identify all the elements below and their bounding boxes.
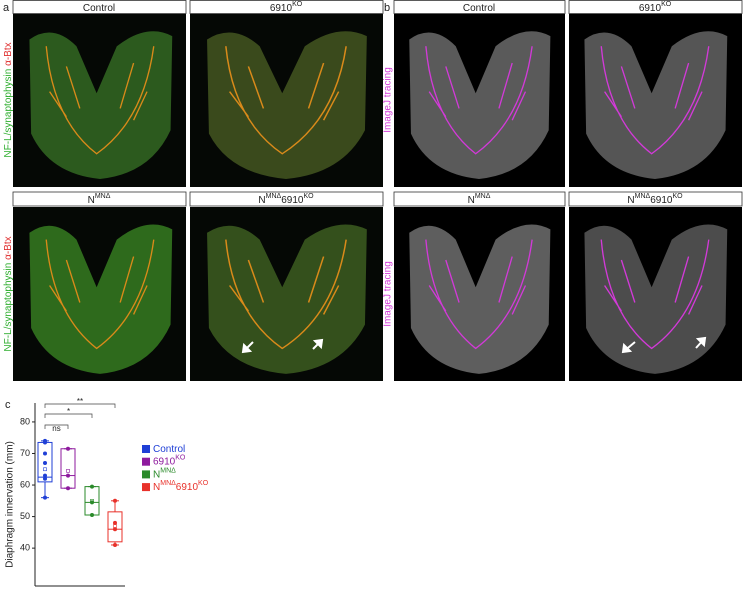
header-box: [189, 0, 384, 14]
arrows: [241, 336, 707, 354]
side-label: NF-L/synaptophysin α-Btx: [3, 42, 14, 157]
box: [107, 511, 123, 543]
row-title: NMNΔ6910KO: [627, 193, 683, 205]
legend-swatch: [142, 483, 150, 492]
data-point: [66, 473, 70, 478]
box: [60, 448, 76, 489]
y-tick-label: 70: [20, 448, 30, 458]
panel-label: b: [384, 2, 390, 14]
text-part: 6910: [153, 456, 176, 467]
row-title: NMNΔ6910KO: [258, 193, 314, 205]
significance-label: *: [67, 407, 70, 416]
header-box: [189, 191, 384, 207]
superscript: KO: [198, 480, 209, 487]
text-part: 6910: [639, 3, 662, 14]
panel-label: a: [3, 2, 10, 14]
text-part: 6910: [650, 195, 673, 206]
superscript: MNΔ: [475, 193, 491, 200]
text-part: 6910: [270, 3, 293, 14]
legend-swatch: [142, 445, 150, 453]
legend-swatch: [142, 470, 150, 479]
significance-bracket: [44, 424, 69, 429]
data-point: [66, 486, 70, 491]
data-point: [43, 476, 47, 481]
box-chart: 40 50 60 70 80 Diaphragm innervation (mm) Cont…: [5, 397, 209, 587]
superscript: KO: [672, 193, 683, 200]
superscript: MNΔ: [160, 468, 176, 475]
data-point: [90, 513, 94, 518]
legend-swatch: [142, 457, 150, 466]
header-box: [12, 191, 187, 207]
text-part: N: [627, 195, 634, 206]
superscript: MNΔ: [635, 193, 651, 200]
superscript: KO: [303, 193, 314, 200]
superscript: KO: [292, 1, 303, 8]
data-point: [113, 520, 117, 525]
micrograph-panels: [12, 0, 743, 381]
panel-label: c: [5, 399, 11, 411]
y-axis-label: Diaphragm innervation (mm): [5, 441, 16, 568]
data-point: [66, 446, 70, 451]
text-part: Control: [463, 3, 495, 14]
data-point: [113, 527, 117, 532]
text-part: N: [153, 482, 160, 493]
superscript: KO: [661, 1, 672, 8]
side-label: ImageJ tracing: [383, 261, 394, 327]
data-point: [90, 484, 94, 489]
header-box: [393, 191, 566, 207]
column-title: 6910KO: [270, 1, 303, 13]
legend-label: 6910KO: [153, 455, 186, 467]
text-part: Control: [153, 444, 185, 455]
side-label: ImageJ tracing: [383, 67, 394, 133]
legend-label: NMNΔ6910KO: [153, 480, 209, 492]
y-tick-label: 40: [20, 543, 30, 553]
y-tick-label: 50: [20, 511, 30, 521]
row-title: NMNΔ: [468, 193, 491, 205]
data-point: [43, 460, 47, 465]
significance-label: **: [77, 397, 83, 406]
column-title: Control: [83, 3, 115, 14]
data-point: [113, 542, 117, 547]
data-point: [113, 498, 117, 503]
header-box: [12, 0, 187, 14]
data-point: [43, 440, 47, 445]
text-part: 6910: [176, 482, 199, 493]
side-label: NF-L/synaptophysin α-Btx: [3, 236, 14, 351]
mean: [113, 524, 117, 528]
significance-bracket: [44, 413, 93, 418]
side-label-red: α-Btx: [3, 236, 14, 262]
header-box: [568, 191, 743, 207]
text-part: N: [88, 195, 95, 206]
column-title: 6910KO: [639, 1, 672, 13]
data-point: [90, 500, 94, 505]
superscript: KO: [175, 455, 186, 462]
mean: [43, 467, 47, 472]
data-point: [43, 473, 47, 478]
y-tick-label: 60: [20, 479, 30, 489]
header-box: [393, 0, 566, 14]
side-label-green: NF-L/synaptophysin: [3, 263, 14, 352]
text-part: 6910: [281, 195, 304, 206]
significance-label: ns: [52, 424, 60, 433]
legend-label: Control: [153, 444, 185, 455]
text-part: Control: [83, 3, 115, 14]
superscript: MNΔ: [95, 193, 111, 200]
mean: [66, 469, 70, 473]
text-part: N: [153, 469, 160, 480]
superscript: MNΔ: [266, 193, 282, 200]
side-label-red: α-Btx: [3, 42, 14, 68]
row-title: NMNΔ: [88, 193, 111, 205]
side-label-green: NF-L/synaptophysin: [3, 69, 14, 158]
data-point: [43, 495, 47, 500]
header-box: [568, 0, 743, 14]
text-part: N: [468, 195, 475, 206]
y-tick-label: 80: [20, 416, 30, 426]
legend-label: NMNΔ: [153, 468, 176, 480]
superscript: MNΔ: [160, 480, 176, 487]
column-title: Control: [463, 3, 495, 14]
data-point: [43, 451, 47, 456]
significance-bracket: [44, 403, 116, 408]
text-part: N: [258, 195, 265, 206]
